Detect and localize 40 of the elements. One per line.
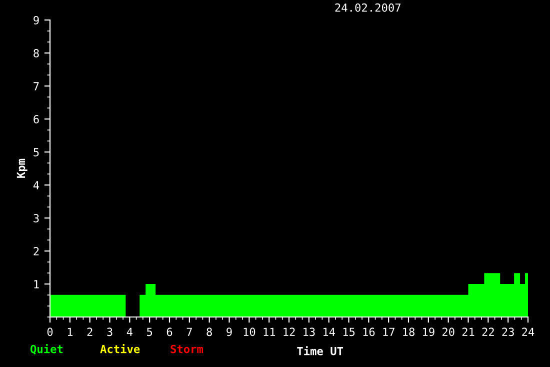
x-tick-label: 14 <box>323 328 335 336</box>
y-tick-label: 9 <box>34 16 39 24</box>
x-tick-label: 6 <box>166 328 172 336</box>
y-tick-label: 7 <box>34 82 39 90</box>
x-tick-label: 22 <box>482 328 494 336</box>
text: Active <box>100 344 140 354</box>
x-tick-label: 13 <box>304 328 315 336</box>
y-tick-label: 2 <box>34 247 39 256</box>
y-tick-label: 3 <box>34 214 39 222</box>
x-axis-title: Time UT <box>297 346 343 356</box>
x-tick-label: 15 <box>343 328 355 336</box>
x-tick-label: 5 <box>147 328 152 336</box>
x-tick-label: 12 <box>284 328 295 336</box>
x-tick-label: 7 <box>186 328 192 336</box>
y-tick-label: 8 <box>34 49 39 58</box>
x-tick-label: 2 <box>87 328 92 336</box>
y-tick-label: 1 <box>34 280 39 288</box>
y-tick-label: 6 <box>34 115 39 124</box>
x-tick-label: 18 <box>403 328 414 336</box>
x-tick-label: 23 <box>502 328 514 336</box>
x-tick-label: 9 <box>226 328 232 336</box>
chart-title: 24.02.2007 <box>335 3 400 12</box>
x-tick-label: 3 <box>107 328 112 336</box>
y-tick-label: 5 <box>34 148 39 156</box>
x-tick-label: 0 <box>47 328 53 336</box>
x-tick-label: 4 <box>126 328 132 336</box>
x-tick-label: 21 <box>462 328 474 336</box>
x-tick-label: 16 <box>363 328 375 336</box>
y-axis-title: Kpm <box>16 158 28 178</box>
y-tick-label: 4 <box>33 181 40 190</box>
x-tick-label: 20 <box>442 328 454 336</box>
text: Quiet <box>30 344 63 355</box>
x-tick-label: 11 <box>264 328 276 336</box>
x-tick-label: 24 <box>522 328 534 336</box>
text: Storm <box>170 344 204 354</box>
x-tick-label: 17 <box>383 328 394 336</box>
x-tick-label: 19 <box>423 328 434 336</box>
x-tick-label: 10 <box>244 328 256 336</box>
x-tick-label: 8 <box>206 328 212 336</box>
x-tick-label: 1 <box>68 328 73 336</box>
